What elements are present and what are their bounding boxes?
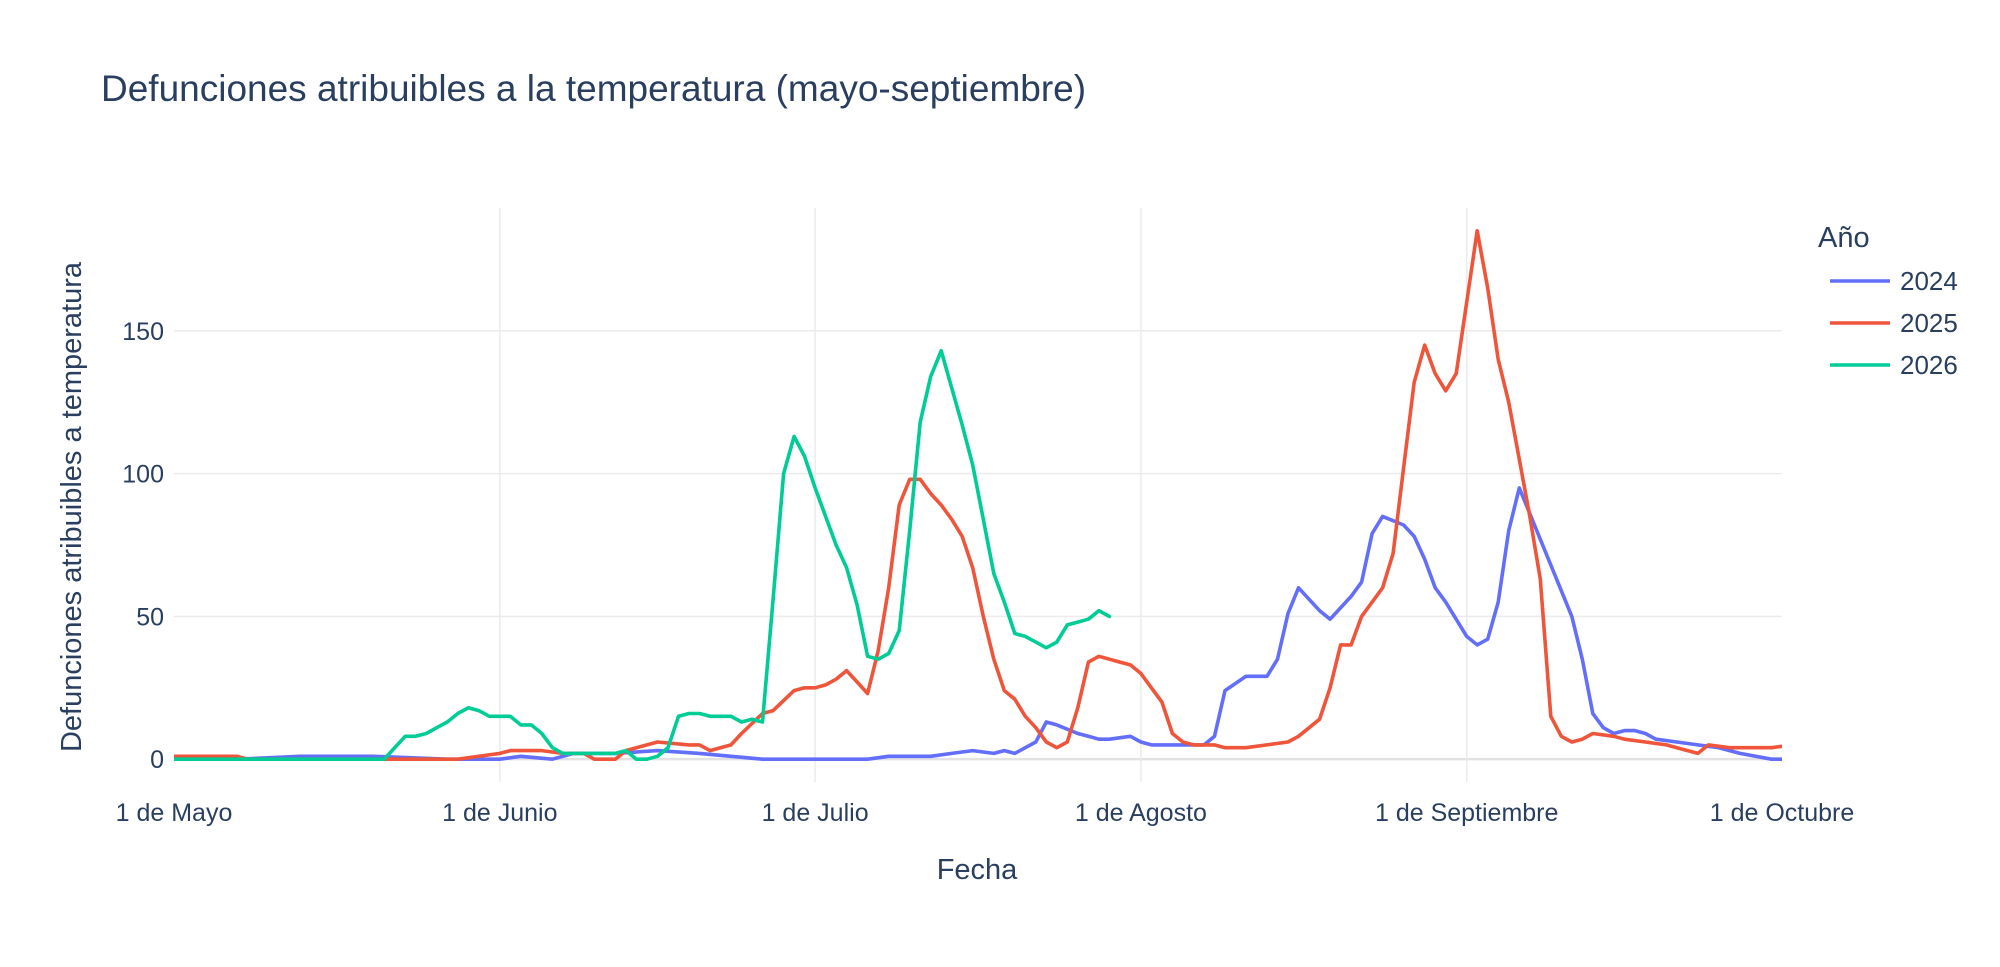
series-lines <box>174 229 1782 761</box>
x-tick-label: 1 de Mayo <box>116 799 233 827</box>
y-axis-ticks: 0 50 100 150 <box>122 318 164 774</box>
x-axis-ticks: 1 de Mayo 1 de Junio 1 de Julio 1 de Agosto… <box>116 799 1855 827</box>
legend-label-2026: 2026 <box>1900 350 1958 380</box>
x-tick-label: 1 de Septiembre <box>1375 799 1558 827</box>
x-axis-title: Fecha <box>937 854 1018 886</box>
legend-title: Año <box>1818 222 1870 254</box>
y-axis-title: Defunciones atribuibles a temperatura <box>56 261 88 752</box>
series-line-2026 <box>174 349 1112 761</box>
grid <box>174 208 1782 782</box>
y-tick-label: 150 <box>122 318 164 346</box>
x-tick-label: 1 de Agosto <box>1075 799 1207 827</box>
legend: Año 2024 2025 2026 <box>1818 222 1958 380</box>
legend-label-2024: 2024 <box>1900 266 1958 296</box>
x-tick-label: 1 de Junio <box>442 799 557 827</box>
y-tick-label: 0 <box>150 746 164 774</box>
y-tick-label: 50 <box>136 603 164 631</box>
y-tick-label: 100 <box>122 461 164 489</box>
series-line-2025 <box>174 229 1782 761</box>
x-tick-label: 1 de Octubre <box>1710 799 1855 827</box>
legend-label-2025: 2025 <box>1900 308 1958 338</box>
legend-items: 2024 2025 2026 <box>1830 266 1958 380</box>
chart-title: Defunciones atribuibles a la temperatura… <box>101 68 1086 109</box>
x-tick-label: 1 de Julio <box>762 799 869 827</box>
series-line-2024 <box>174 486 1782 761</box>
